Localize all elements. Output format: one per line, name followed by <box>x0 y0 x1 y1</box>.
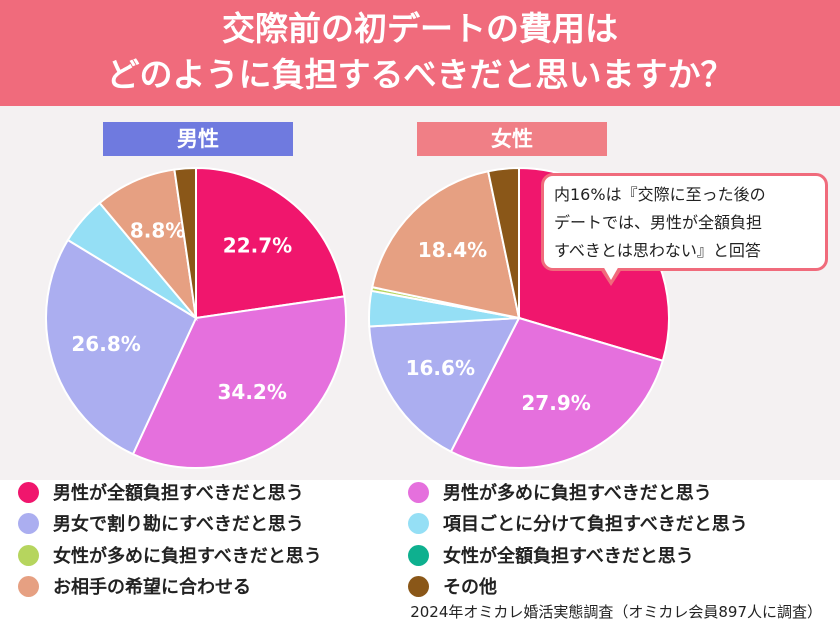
legend-swatch <box>408 512 429 534</box>
female-slice-8 <box>486 166 520 319</box>
legend-label: 女性が多めに負担すべきだと思う <box>53 546 322 567</box>
legend-item-female-full: 女性が全額負担すべきだと思う <box>408 540 694 570</box>
legend-swatch <box>18 544 39 566</box>
legend-label: その他 <box>443 577 497 598</box>
male-slice-7 <box>98 168 198 322</box>
title-line-2: どのように負担するべきだと思いますか？ <box>106 55 734 94</box>
legend-label: 項目ごとに分けて負担すべきだと思う <box>443 514 748 535</box>
male-pie: 22.7% 34.2% 26.8% 8.8% <box>45 166 347 469</box>
title-banner: 交際前の初デートの費用は どのように負担するべきだと思いますか？ <box>0 0 840 106</box>
legend-item-split: 男女で割り勘にすべきだと思う <box>18 508 304 538</box>
survey-source: 2024年オミカレ婚活実態調査（オミカレ会員897人に調査） <box>410 603 822 621</box>
callout-box: 内16%は『交際に至った後の デートでは、男性が全額負担 すべきとは思わない』と… <box>541 173 828 271</box>
callout-pointer-fill <box>603 266 619 280</box>
legend-swatch <box>408 544 429 566</box>
female-pie: 29.6%27.9%16.6%18.4% <box>368 166 670 469</box>
male-chart-title: 男性 <box>103 122 293 156</box>
female-slice-2 <box>449 316 665 469</box>
female-data-label-7: 18.4% <box>418 238 487 262</box>
legend-swatch <box>18 481 39 503</box>
legend-swatch <box>18 575 39 597</box>
callout-line-1: 内16%は『交際に至った後の <box>554 185 766 204</box>
legend-label: 男女で割り勘にすべきだと思う <box>53 514 304 535</box>
male-slice-3 <box>45 238 198 456</box>
callout-line-3: すべきとは思わない』と回答 <box>554 241 761 260</box>
legend-item-male-more: 男性が多めに負担すべきだと思う <box>408 477 712 507</box>
legend-label: 男性が多めに負担すべきだと思う <box>443 483 712 504</box>
female-data-label-3: 16.6% <box>406 356 475 380</box>
female-slice-3 <box>368 316 521 453</box>
legend-item-by-item: 項目ごとに分けて負担すべきだと思う <box>408 508 748 538</box>
male-slice-1 <box>195 166 346 320</box>
male-data-label-1: 22.7% <box>223 233 292 257</box>
title-line-1: 交際前の初デートの費用は <box>222 9 618 48</box>
legend-label: 女性が全額負担すべきだと思う <box>443 546 694 567</box>
legend-swatch <box>408 481 429 503</box>
legend-label: お相手の希望に合わせる <box>53 577 251 598</box>
legend-item-female-more: 女性が多めに負担すべきだと思う <box>18 540 322 570</box>
male-data-label-3: 26.8% <box>71 332 140 356</box>
female-data-label-2: 27.9% <box>521 391 590 415</box>
legend-item-partner-wish: お相手の希望に合わせる <box>18 571 251 601</box>
female-chart-title: 女性 <box>417 122 607 156</box>
female-slice-7 <box>371 170 521 320</box>
male-data-label-7: 8.8% <box>130 219 185 243</box>
legend-swatch <box>408 575 429 597</box>
callout-line-2: デートでは、男性が全額負担 <box>554 213 763 232</box>
legend-label: 男性が全額負担すべきだと思う <box>53 483 304 504</box>
legend-swatch <box>18 512 39 534</box>
legend-item-male-full: 男性が全額負担すべきだと思う <box>18 477 304 507</box>
male-slice-8 <box>173 166 197 319</box>
male-data-label-2: 34.2% <box>218 380 287 404</box>
legend-item-other: その他 <box>408 571 497 601</box>
